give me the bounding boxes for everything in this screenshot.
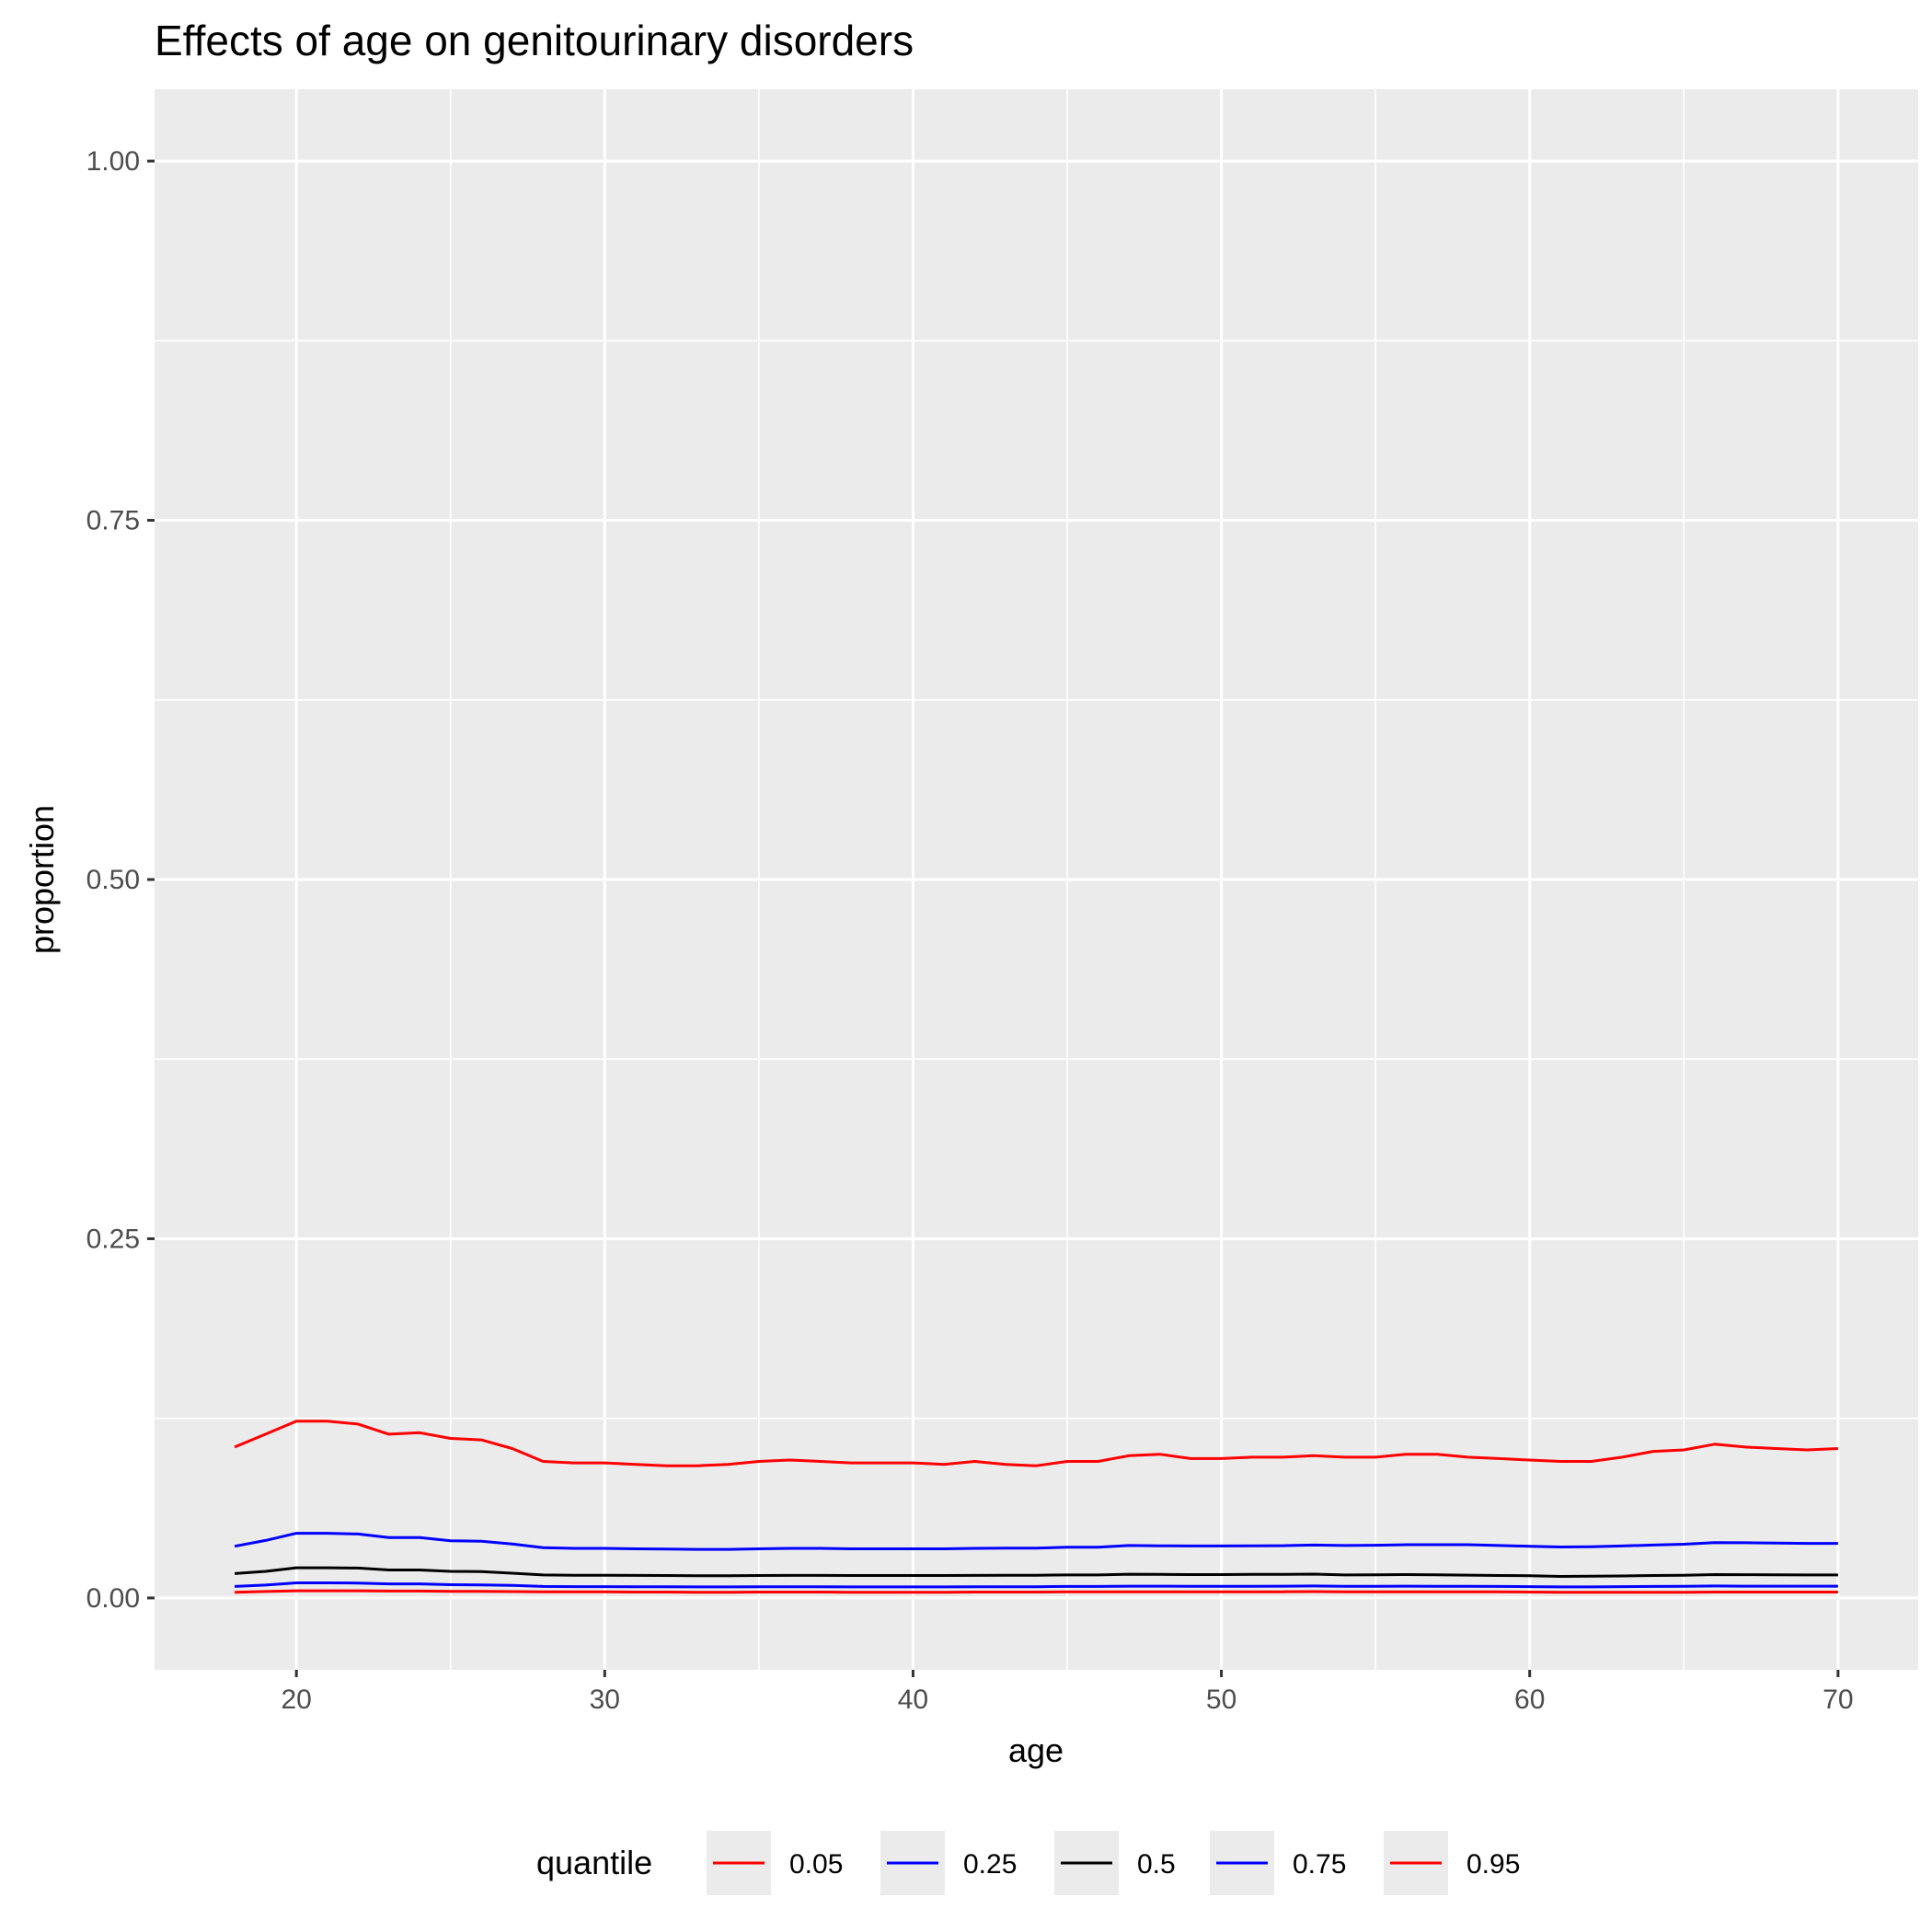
x-tick-label: 40 — [898, 1685, 928, 1715]
major-gridlines — [155, 89, 1918, 1670]
legend-label: 0.75 — [1293, 1849, 1346, 1880]
series-lines — [234, 1420, 1838, 1594]
x-tick-label: 50 — [1206, 1685, 1236, 1715]
series-line-0-5 — [234, 1566, 1838, 1578]
x-tick-label: 30 — [590, 1685, 620, 1715]
x-axis: 20 30 40 50 60 70 — [281, 1670, 1854, 1715]
legend-label: 0.5 — [1137, 1849, 1176, 1880]
legend: quantile 0.05 0.25 0.5 0.75 0.95 — [536, 1831, 1520, 1895]
series-line-0-05 — [235, 1589, 1838, 1594]
x-tick-label: 70 — [1823, 1685, 1853, 1715]
chart-title: Effects of age on genitourinary disorder… — [155, 17, 914, 64]
legend-title: quantile — [536, 1844, 652, 1881]
y-axis: 0.00 0.25 0.50 0.75 1.00 — [86, 146, 155, 1614]
y-tick-label: 0.75 — [86, 506, 140, 536]
legend-label: 0.25 — [963, 1849, 1017, 1880]
y-tick-label: 0.25 — [86, 1224, 140, 1254]
y-tick-label: 0.00 — [86, 1583, 140, 1614]
x-tick-label: 20 — [281, 1685, 311, 1715]
y-tick-label: 1.00 — [86, 146, 140, 177]
series-line-0-25 — [235, 1581, 1838, 1589]
legend-label: 0.05 — [789, 1849, 843, 1880]
y-tick-label: 0.50 — [86, 865, 140, 895]
series-line-0-75 — [234, 1532, 1838, 1551]
legend-label: 0.95 — [1466, 1849, 1520, 1880]
series-line-0-95 — [234, 1420, 1838, 1467]
x-tick-label: 60 — [1514, 1685, 1545, 1715]
x-axis-title: age — [1008, 1731, 1064, 1769]
y-axis-title: proportion — [23, 805, 61, 954]
